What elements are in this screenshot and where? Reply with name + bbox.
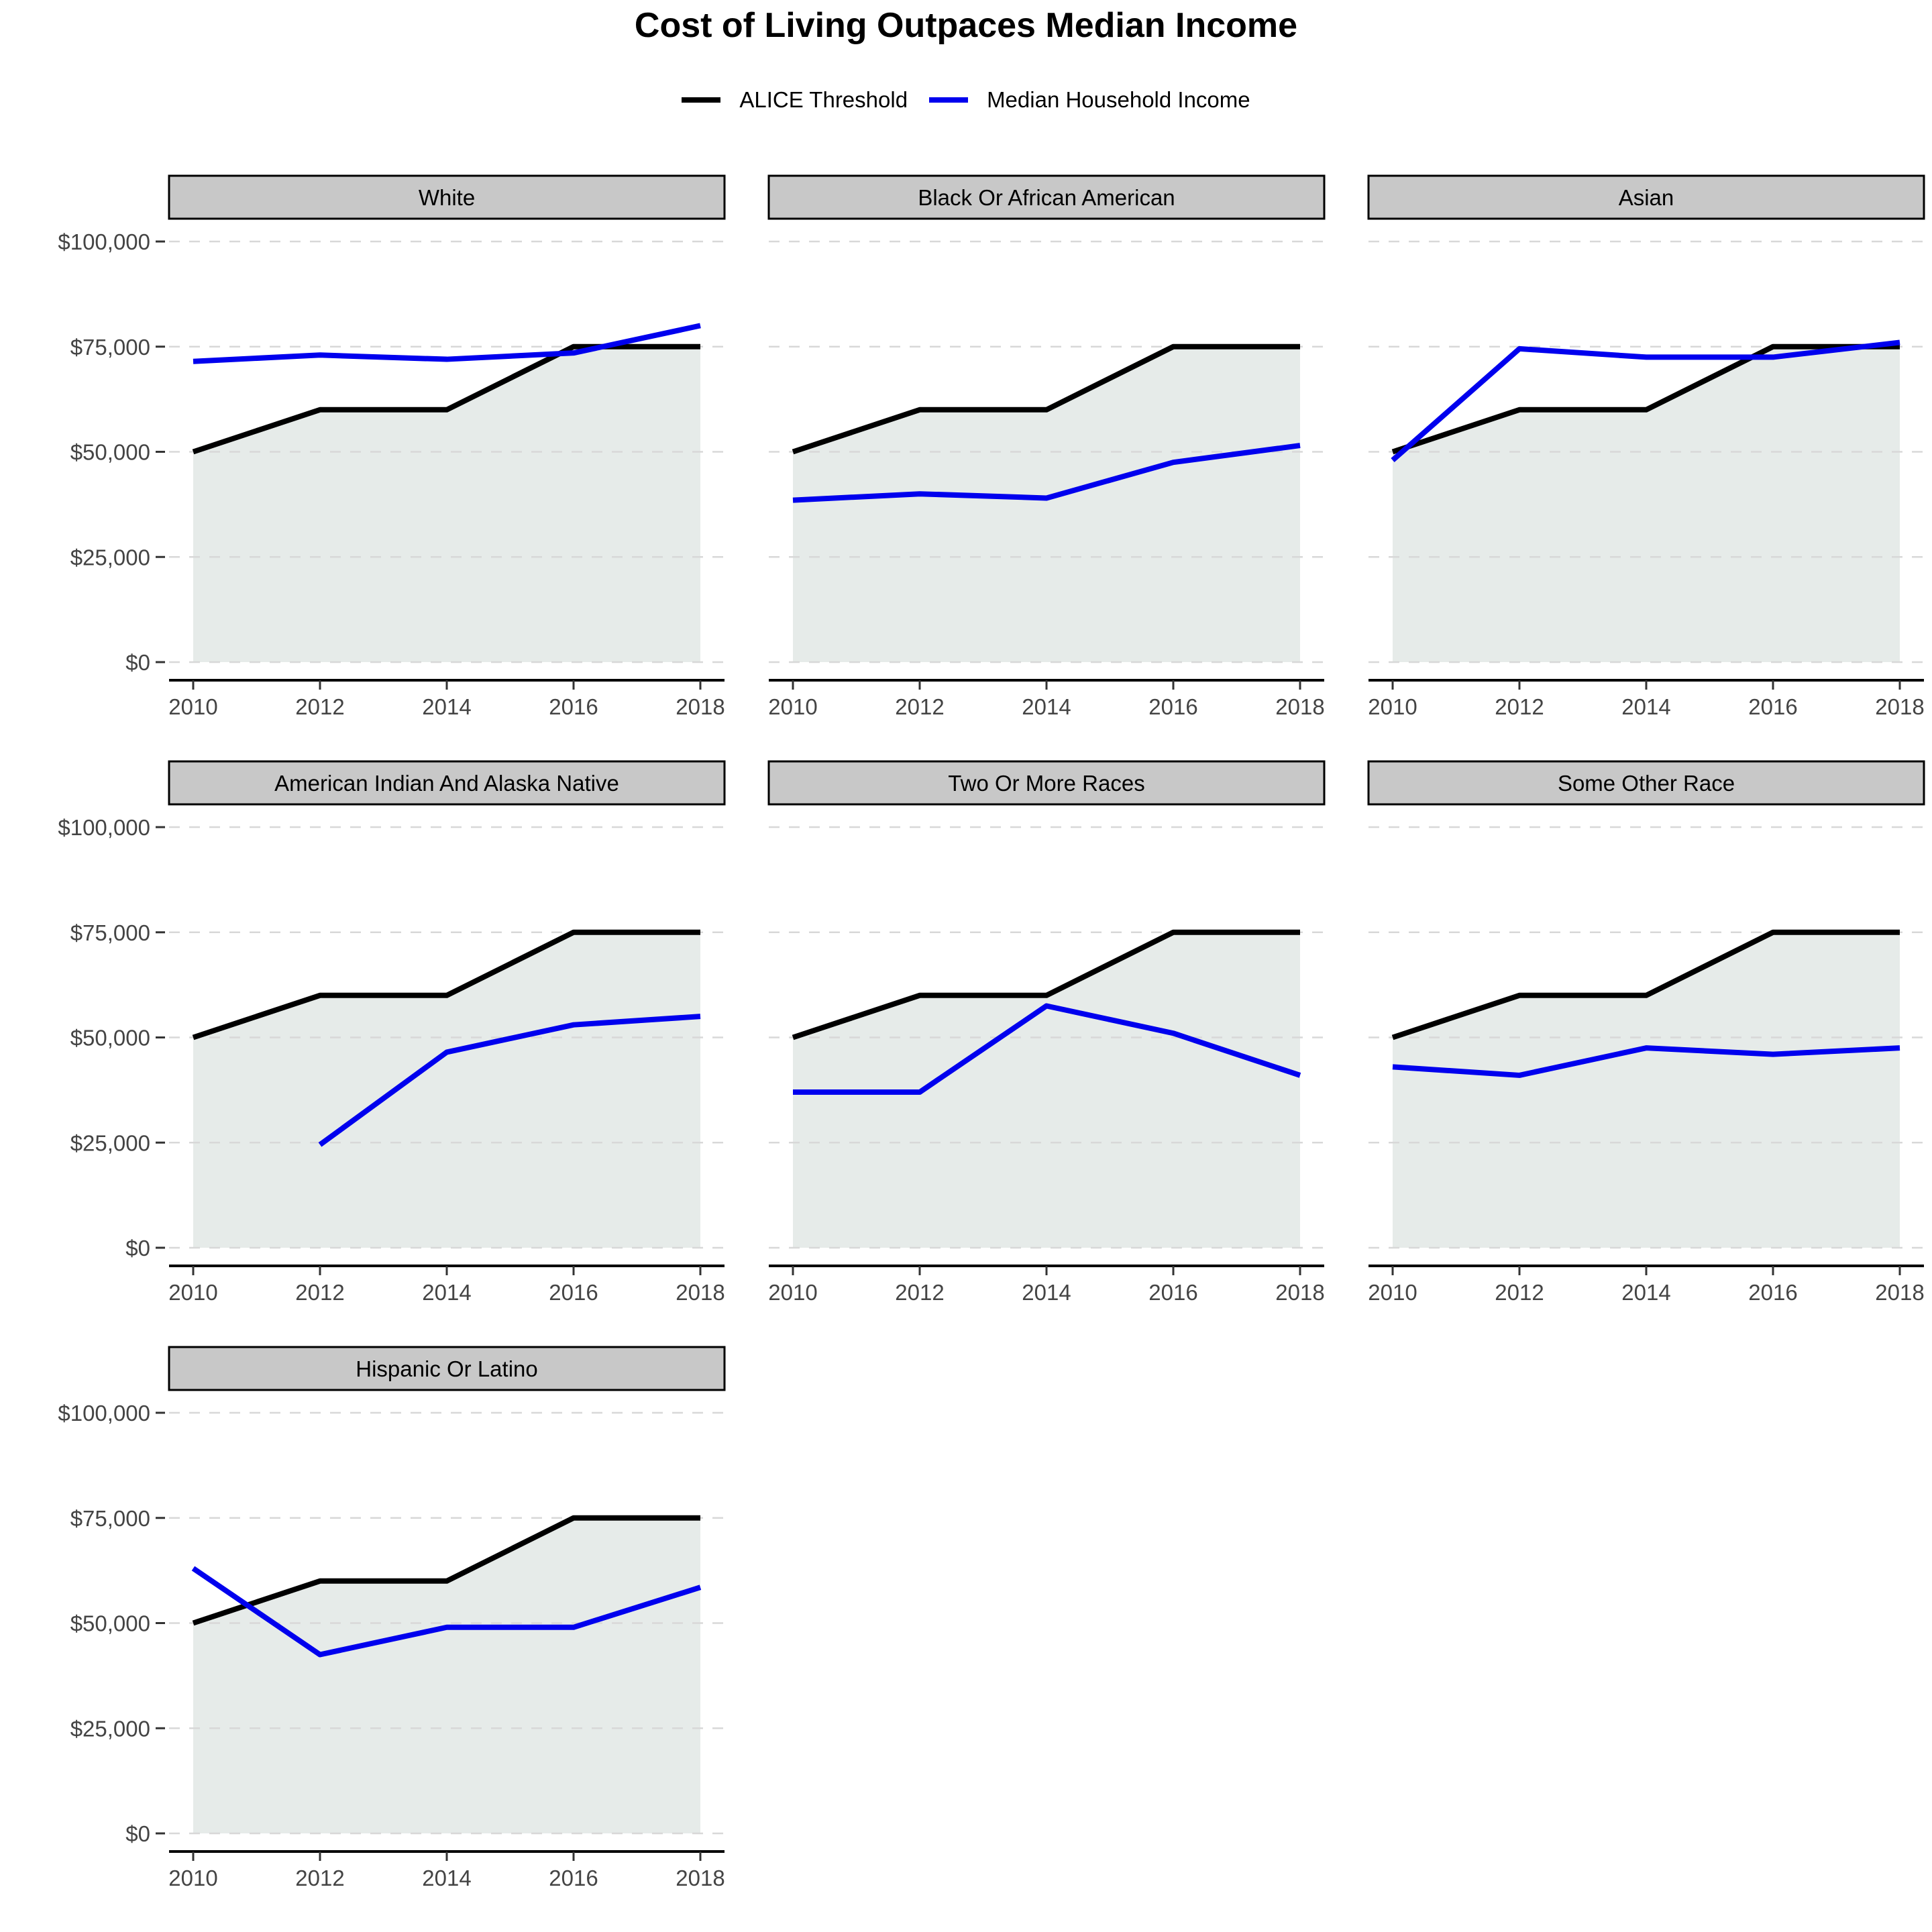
alice-threshold-line [192, 929, 700, 1040]
x-tick-label: 2018 [676, 1280, 724, 1305]
legend-swatch-alice [682, 97, 721, 103]
y-tick-label: $25,000 [70, 1130, 150, 1155]
x-tick-label: 2010 [768, 1280, 817, 1305]
y-tick-label: $100,000 [58, 229, 150, 254]
x-tick-label: 2012 [295, 1280, 344, 1305]
x-tick-label: 2014 [1621, 1280, 1670, 1305]
y-tick-label: $0 [125, 650, 150, 675]
x-tick-label: 2010 [1368, 1280, 1417, 1305]
panel-strip [767, 174, 1326, 220]
panel-strip-label: Hispanic Or Latino [356, 1356, 537, 1381]
panel-strip [168, 1346, 726, 1391]
alice-area [1393, 346, 1900, 662]
panel-strip [1367, 760, 1925, 806]
legend-item-income: Median Household Income [929, 87, 1250, 113]
x-tick-label: 2014 [422, 694, 471, 719]
alice-area [1393, 932, 1900, 1248]
alice-area [193, 346, 700, 662]
x-tick-label: 2018 [676, 694, 724, 719]
y-tick-label: $100,000 [58, 1401, 150, 1426]
x-tick-label: 2018 [676, 1866, 724, 1890]
y-tick-label: $50,000 [70, 1026, 150, 1051]
chart-title: Cost of Living Outpaces Median Income [634, 6, 1298, 45]
alice-threshold-line [1391, 343, 1900, 455]
panel-strip [168, 174, 726, 220]
legend-label-income: Median Household Income [987, 87, 1250, 112]
alice-area [793, 346, 1300, 662]
x-tick-label: 2012 [1495, 694, 1544, 719]
panel-strip [767, 760, 1326, 806]
x-tick-label: 2012 [895, 694, 944, 719]
y-tick-label: $25,000 [70, 1716, 150, 1741]
x-tick-label: 2014 [1621, 694, 1670, 719]
x-tick-label: 2012 [295, 694, 344, 719]
alice-threshold-line [192, 343, 700, 455]
x-tick-label: 2010 [1368, 694, 1417, 719]
x-tick-label: 2016 [1748, 694, 1797, 719]
x-tick-label: 2010 [168, 1866, 217, 1890]
x-tick-label: 2012 [295, 1866, 344, 1890]
legend-label-alice: ALICE Threshold [739, 87, 908, 112]
panel-strip-label: American Indian And Alaska Native [274, 771, 619, 796]
panel-strip-label: White [419, 185, 475, 210]
alice-threshold-line [792, 343, 1300, 455]
panel-strip [168, 760, 726, 806]
y-tick-label: $75,000 [70, 1506, 150, 1531]
median-income-line [1391, 339, 1900, 463]
panel-strip-label: Two Or More Races [948, 771, 1144, 796]
median-income-line [193, 323, 701, 364]
alice-threshold-line [1391, 929, 1900, 1040]
median-income-line [318, 1014, 701, 1147]
x-tick-label: 2016 [549, 1866, 598, 1890]
x-tick-label: 2010 [768, 694, 817, 719]
panel-strip [1367, 174, 1925, 220]
x-tick-label: 2018 [1275, 1280, 1324, 1305]
x-tick-label: 2012 [1495, 1280, 1544, 1305]
alice-area [793, 932, 1300, 1248]
y-tick-label: $50,000 [70, 440, 150, 465]
x-tick-label: 2018 [1875, 694, 1924, 719]
x-tick-label: 2016 [549, 1280, 598, 1305]
x-tick-label: 2016 [549, 694, 598, 719]
x-tick-label: 2016 [1148, 694, 1197, 719]
x-tick-label: 2010 [168, 1280, 217, 1305]
x-tick-label: 2018 [1875, 1280, 1924, 1305]
median-income-line [793, 1003, 1301, 1095]
x-tick-label: 2010 [168, 694, 217, 719]
alice-area [193, 1517, 700, 1833]
legend-item-alice: ALICE Threshold [682, 87, 908, 113]
x-tick-label: 2016 [1148, 1280, 1197, 1305]
panel-strip-label: Some Other Race [1558, 771, 1735, 796]
y-tick-label: $75,000 [70, 335, 150, 360]
alice-threshold-line [792, 929, 1300, 1040]
x-tick-label: 2016 [1748, 1280, 1797, 1305]
alice-threshold-line [192, 1515, 700, 1626]
panel-strip-label: Black Or African American [918, 185, 1175, 210]
panel-strip-label: Asian [1619, 185, 1674, 210]
y-tick-label: $50,000 [70, 1611, 150, 1636]
legend-swatch-income [929, 97, 969, 103]
median-income-line [191, 1566, 702, 1658]
alice-area [193, 932, 700, 1248]
x-tick-label: 2014 [1022, 1280, 1071, 1305]
x-tick-label: 2014 [1022, 694, 1071, 719]
y-tick-label: $100,000 [58, 815, 150, 840]
median-income-line [792, 443, 1301, 503]
y-tick-label: $0 [125, 1821, 150, 1846]
x-tick-label: 2014 [422, 1280, 471, 1305]
y-tick-label: $25,000 [70, 545, 150, 570]
y-tick-label: $0 [125, 1236, 150, 1260]
y-tick-label: $75,000 [70, 920, 150, 945]
x-tick-label: 2014 [422, 1866, 471, 1890]
x-tick-label: 2018 [1275, 694, 1324, 719]
legend: ALICE Threshold Median Household Income [0, 87, 1932, 113]
x-tick-label: 2012 [895, 1280, 944, 1305]
median-income-line [1392, 1045, 1900, 1078]
